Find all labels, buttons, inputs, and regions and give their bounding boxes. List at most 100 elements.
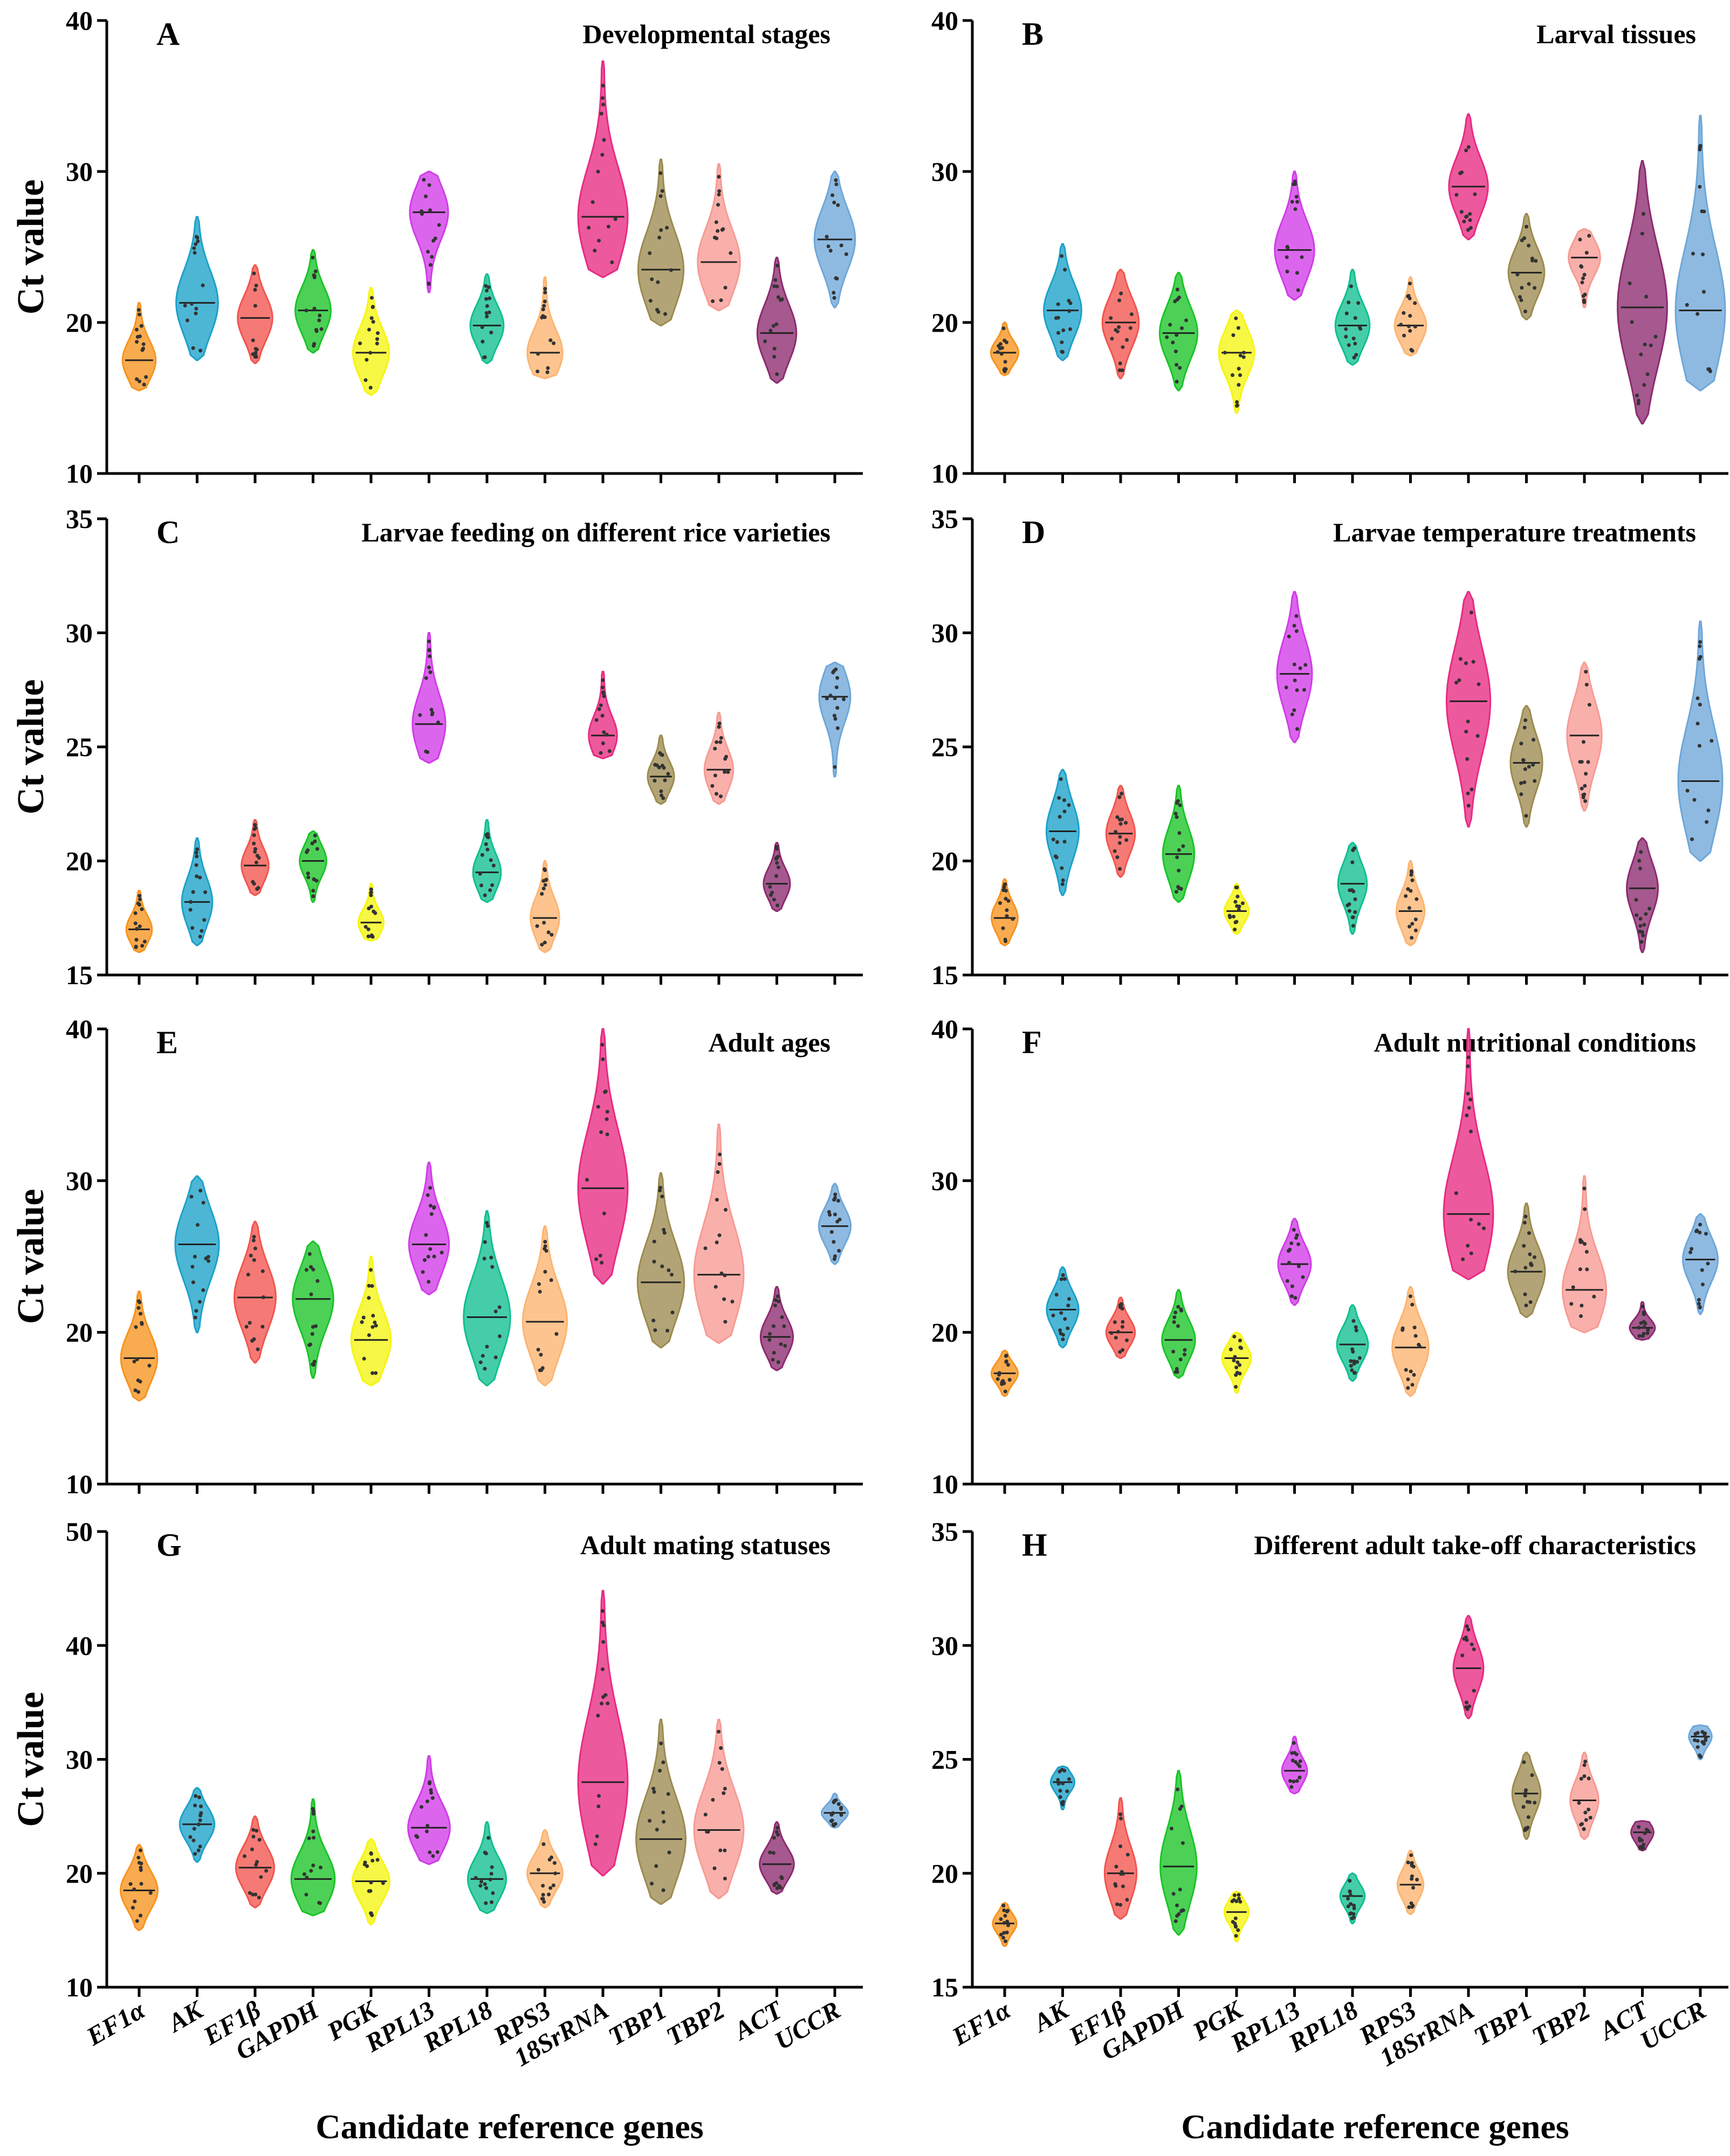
data-point: [999, 1933, 1003, 1937]
data-point: [1003, 1939, 1007, 1944]
data-point: [997, 344, 1001, 348]
data-point: [1238, 1371, 1242, 1376]
y-tick-label: 20: [66, 307, 93, 338]
violin-EF1α: [120, 1290, 159, 1402]
data-point: [1454, 681, 1458, 685]
y-tick-label: 40: [66, 1014, 93, 1044]
data-point: [486, 1836, 491, 1840]
gene-label: TBP1: [603, 1996, 671, 2051]
data-point: [1412, 1326, 1417, 1330]
data-point: [428, 1204, 432, 1208]
data-point: [196, 1822, 201, 1827]
data-point: [244, 1324, 249, 1329]
data-point: [191, 890, 195, 894]
data-point: [1067, 299, 1071, 303]
data-point: [252, 841, 256, 846]
data-point: [1059, 777, 1063, 781]
data-point: [1285, 1279, 1289, 1283]
data-point: [144, 375, 148, 379]
data-point: [1637, 1836, 1642, 1841]
data-point: [314, 1324, 318, 1328]
data-point: [1578, 237, 1582, 242]
panel-title: Larvae temperature treatments: [1333, 517, 1696, 547]
data-point: [1115, 855, 1120, 860]
data-point: [652, 1790, 656, 1794]
data-point: [651, 1319, 656, 1323]
data-point: [1464, 730, 1468, 734]
data-point: [363, 378, 368, 382]
data-point: [1223, 351, 1227, 355]
data-point: [133, 911, 138, 915]
data-point: [309, 1265, 313, 1269]
data-point: [772, 1351, 776, 1355]
data-point: [1235, 885, 1239, 890]
violin-TBP1: [1507, 212, 1546, 320]
data-point: [488, 888, 492, 892]
data-point: [1298, 1775, 1302, 1780]
data-point: [135, 1919, 139, 1923]
data-point: [489, 331, 493, 335]
data-point: [839, 1805, 843, 1810]
data-point: [194, 306, 198, 311]
violin-18SrRNA: [1452, 1615, 1485, 1719]
data-point: [1408, 924, 1411, 929]
data-point: [1702, 209, 1706, 214]
data-point: [198, 348, 203, 353]
data-point: [1697, 744, 1701, 748]
data-point: [1058, 815, 1062, 819]
data-point: [311, 894, 315, 898]
data-point: [480, 339, 485, 344]
data-point: [1402, 311, 1406, 315]
violin-PGK: [1223, 1891, 1250, 1942]
data-point: [550, 932, 554, 937]
data-point: [200, 929, 204, 933]
data-point: [374, 1323, 378, 1328]
data-point: [1461, 1257, 1465, 1261]
data-point: [657, 236, 662, 239]
data-point: [485, 1221, 489, 1225]
data-point: [374, 1371, 378, 1375]
data-point: [1344, 334, 1348, 339]
data-point: [317, 318, 321, 322]
data-point: [1693, 1732, 1698, 1736]
data-point: [1350, 1368, 1354, 1372]
data-point: [543, 940, 547, 945]
data-point: [591, 200, 595, 204]
data-point: [542, 921, 546, 925]
data-point: [1579, 264, 1583, 268]
data-point: [1233, 1916, 1238, 1920]
data-point: [610, 260, 614, 264]
data-point: [490, 883, 495, 887]
data-point: [1697, 1297, 1701, 1302]
data-point: [716, 229, 720, 233]
data-point: [304, 308, 308, 313]
data-point: [650, 277, 654, 281]
data-point: [365, 1864, 369, 1868]
data-point: [1290, 712, 1294, 717]
data-point: [1521, 758, 1525, 762]
data-point: [832, 201, 836, 204]
data-point: [1638, 917, 1643, 921]
data-point: [1704, 1738, 1708, 1742]
data-point: [1175, 1370, 1179, 1374]
data-point: [776, 295, 780, 299]
data-point: [254, 1863, 258, 1867]
data-point: [723, 1877, 727, 1880]
data-point: [1128, 326, 1132, 330]
data-point: [311, 1863, 315, 1867]
data-point: [131, 1906, 135, 1910]
data-point: [833, 717, 837, 721]
data-point: [600, 96, 605, 100]
data-point: [1637, 1334, 1642, 1338]
data-point: [1118, 867, 1122, 871]
data-point: [660, 189, 664, 193]
data-point: [660, 793, 663, 798]
data-point: [1177, 831, 1182, 835]
data-point: [1520, 238, 1524, 243]
data-point: [775, 264, 779, 267]
data-point: [1578, 1238, 1582, 1242]
data-point: [488, 1877, 492, 1882]
violin-EF1α: [990, 321, 1020, 376]
data-point: [1001, 926, 1005, 930]
data-point: [1352, 1906, 1356, 1911]
